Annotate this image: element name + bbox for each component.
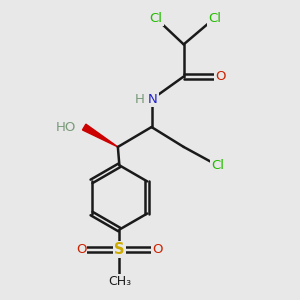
- Text: CH₃: CH₃: [108, 275, 131, 288]
- Text: N: N: [148, 93, 158, 106]
- Polygon shape: [82, 124, 118, 147]
- Text: H: H: [135, 93, 145, 106]
- Text: O: O: [215, 70, 226, 83]
- Text: O: O: [152, 243, 163, 256]
- Text: Cl: Cl: [150, 12, 163, 25]
- Text: Cl: Cl: [208, 12, 221, 25]
- Text: HO: HO: [56, 121, 76, 134]
- Text: S: S: [114, 242, 124, 257]
- Text: Cl: Cl: [211, 159, 224, 172]
- Text: O: O: [76, 243, 86, 256]
